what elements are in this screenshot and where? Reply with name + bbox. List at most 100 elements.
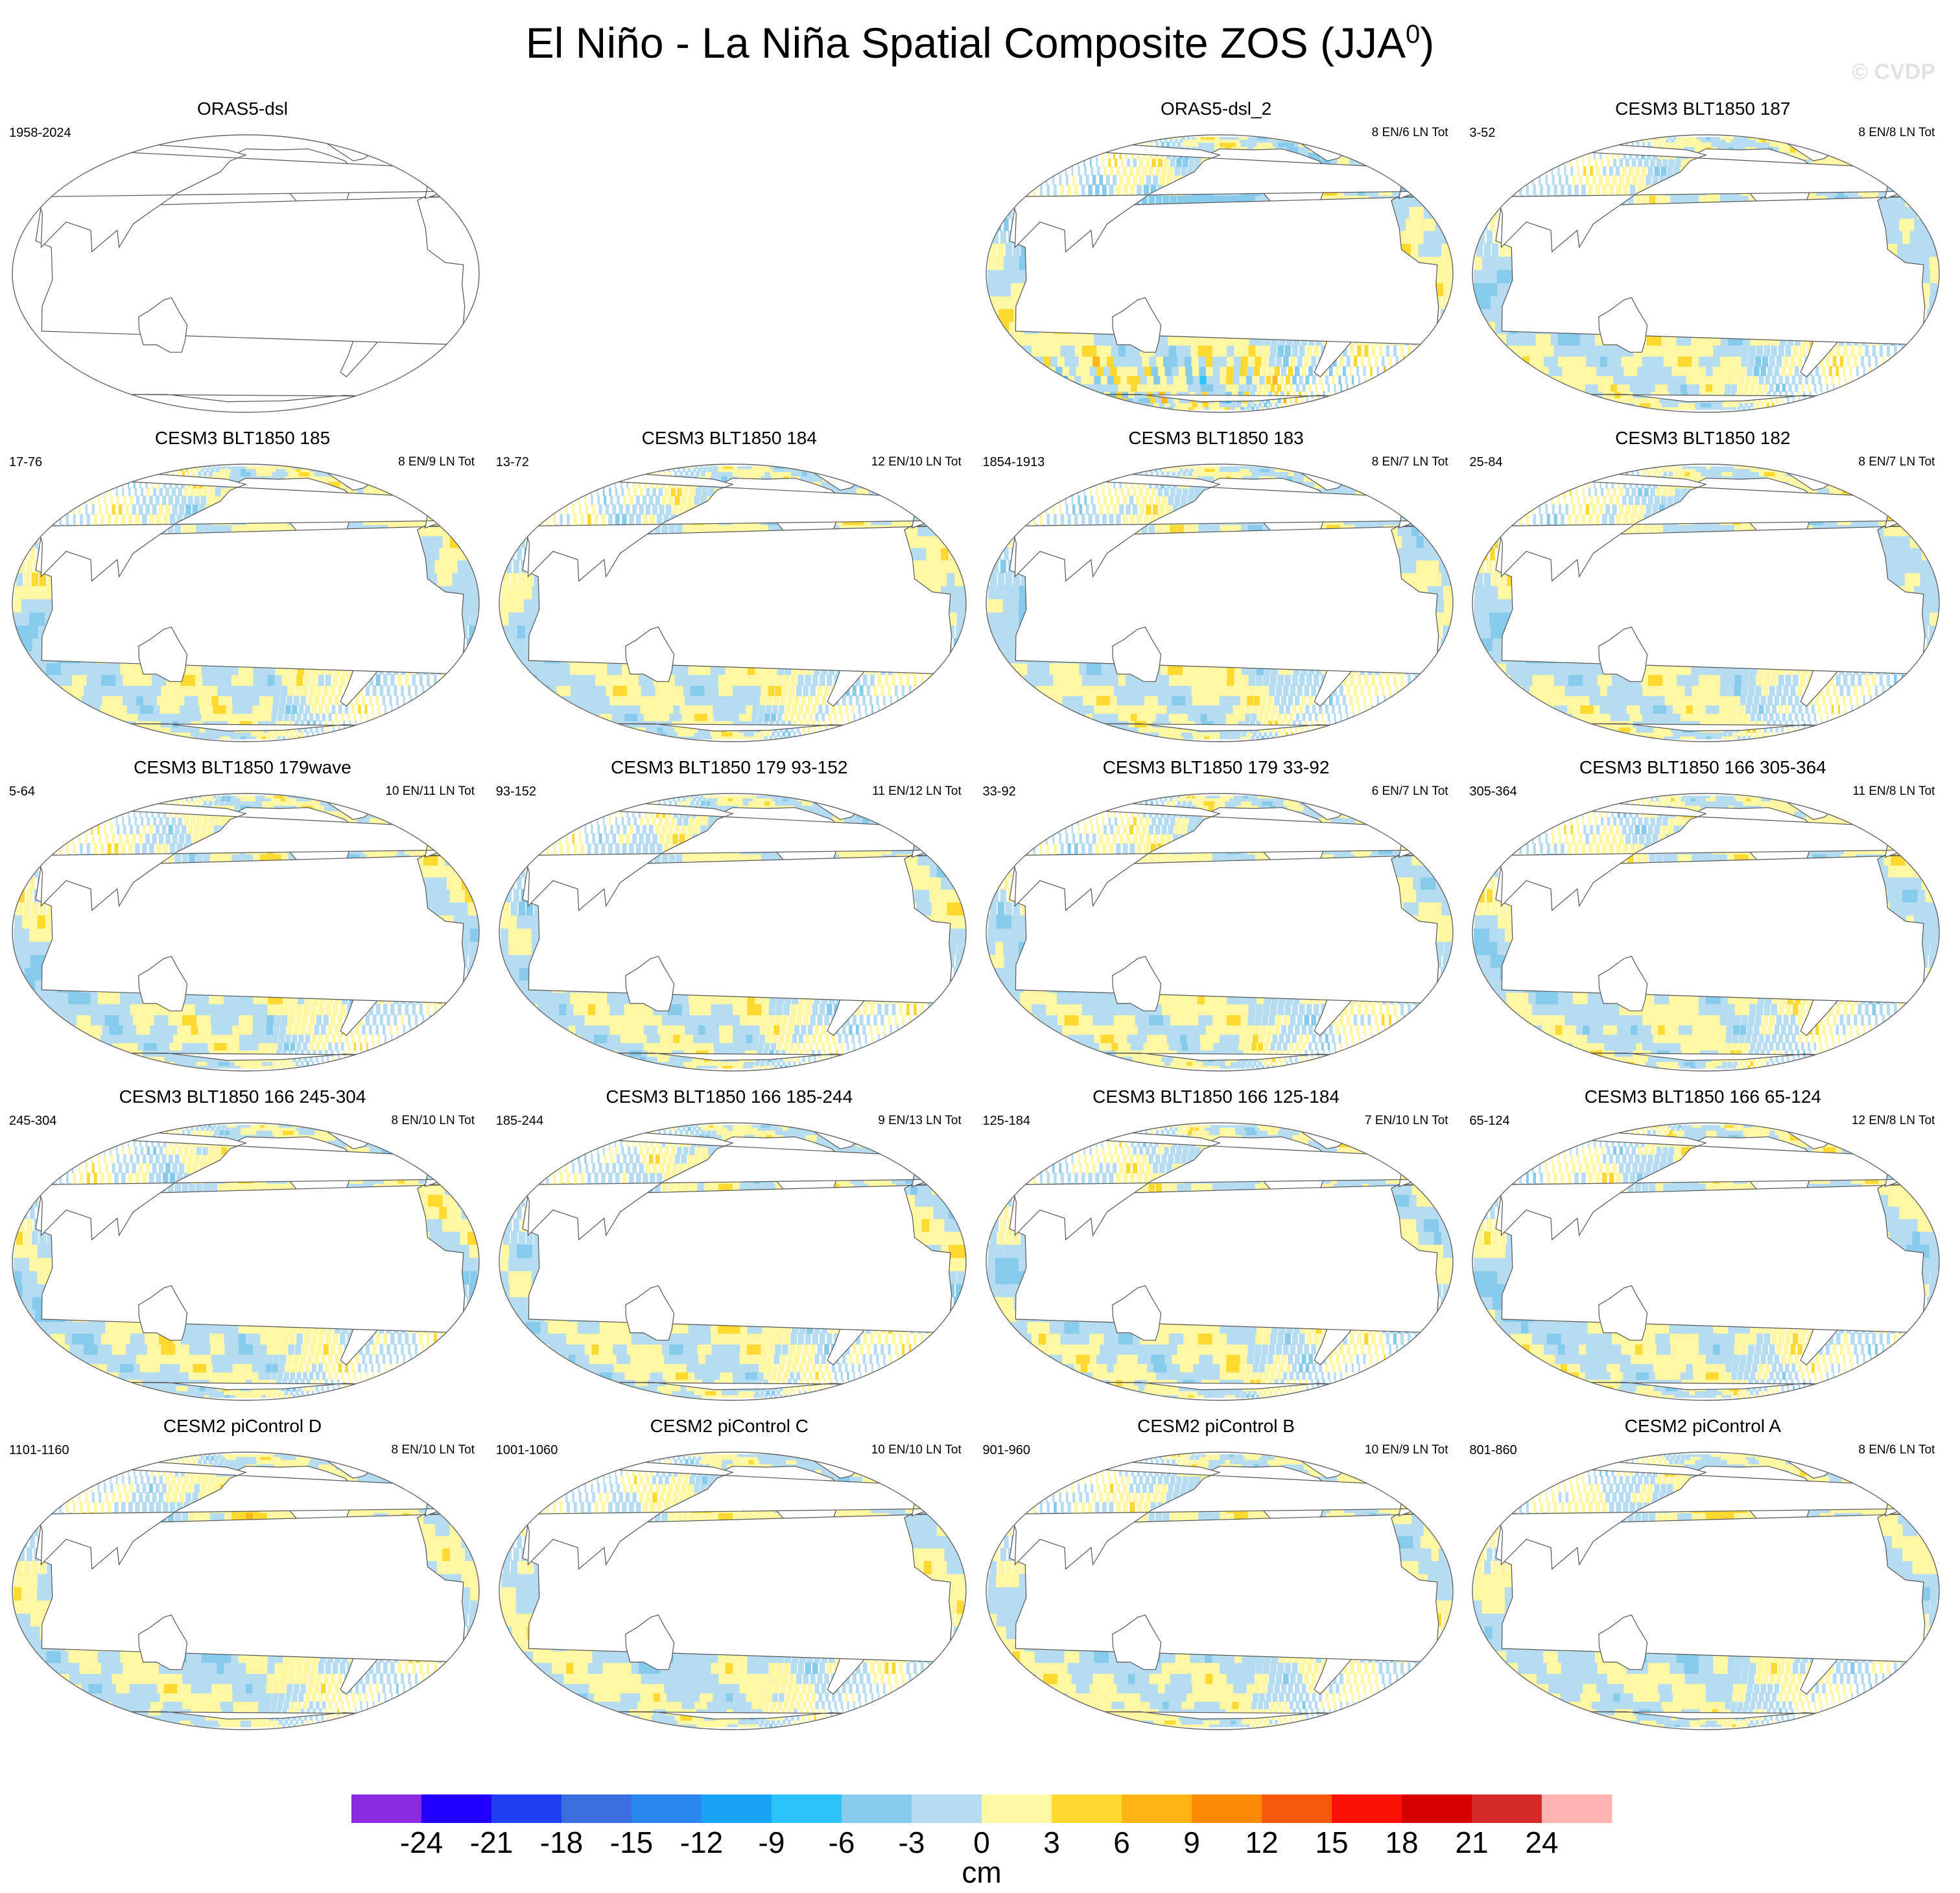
map-outline [985, 793, 1454, 1072]
panel-event-counts: 8 EN/10 LN Tot [391, 1443, 475, 1457]
panel-event-counts: 11 EN/12 LN Tot [872, 784, 962, 799]
panel-title: CESM3 BLT1850 179 33-92 [976, 757, 1456, 778]
panel-period: 5-64 [9, 784, 35, 799]
colorbar-swatch [842, 1794, 912, 1823]
map-outline [985, 1122, 1454, 1401]
robinson-map [985, 134, 1454, 413]
colorbar-tick-label: 12 [1245, 1826, 1278, 1859]
robinson-map [985, 1452, 1454, 1730]
colorbar-swatch [912, 1794, 982, 1823]
colorbar-swatch [1122, 1794, 1192, 1823]
panel-title: ORAS5-dsl [3, 99, 482, 119]
panel-event-counts: 8 EN/7 LN Tot [1372, 455, 1448, 469]
map-panel: CESM3 BLT1850 179wave 5-64 10 EN/11 LN Tot [3, 757, 482, 1075]
title-text: El Niño - La Niña Spatial Composite ZOS … [526, 19, 1406, 67]
robinson-map [1472, 1122, 1941, 1401]
continent-australia [1598, 626, 1648, 682]
panel-event-counts: 8 EN/9 LN Tot [398, 455, 475, 469]
map-outline [12, 1452, 480, 1730]
panel-period: 17-76 [9, 455, 42, 470]
map-outline [499, 1452, 967, 1730]
continent-australia [1111, 297, 1161, 353]
panel-title: CESM3 BLT1850 179 93-152 [490, 757, 969, 778]
panel-title: CESM2 piControl D [3, 1416, 482, 1437]
colorbar-unit-label: cm [962, 1855, 1001, 1887]
colorbar-tick-label: -9 [759, 1826, 785, 1859]
panel-event-counts: 8 EN/10 LN Tot [391, 1114, 475, 1128]
panel-event-counts: 8 EN/8 LN Tot [1858, 126, 1935, 140]
panel-period: 93-152 [496, 784, 536, 799]
map-outline [12, 464, 480, 742]
robinson-map [985, 793, 1454, 1072]
colorbar-tick-label: -21 [470, 1826, 513, 1859]
map-panel: CESM3 BLT1850 166 305-364 305-364 11 EN/8 … [1463, 757, 1942, 1075]
robinson-map [1472, 1452, 1941, 1730]
map-panel: CESM3 BLT1850 179 93-152 93-152 11 EN/12 L… [490, 757, 969, 1075]
colorbar-swatch [421, 1794, 492, 1823]
map-outline [1472, 464, 1941, 742]
continent-australia [1111, 956, 1161, 1011]
robinson-map [499, 464, 967, 742]
colorbar-swatch [1262, 1794, 1332, 1823]
robinson-map [1472, 134, 1941, 413]
panel-event-counts: 12 EN/10 LN Tot [871, 455, 962, 469]
map-panel: CESM3 BLT1850 187 3-52 8 EN/8 LN Tot [1463, 99, 1942, 416]
panel-event-counts: 7 EN/10 LN Tot [1365, 1114, 1448, 1128]
colorbar-swatch [702, 1794, 772, 1823]
map-panel: CESM2 piControl B 901-960 10 EN/9 LN Tot [976, 1416, 1456, 1734]
map-outline [499, 793, 967, 1072]
colorbar-swatch [1332, 1794, 1402, 1823]
map-panel: CESM3 BLT1850 182 25-84 8 EN/7 LN Tot [1463, 428, 1942, 746]
panel-period: 185-244 [496, 1114, 543, 1129]
continent-australia [1111, 626, 1161, 682]
continent-australia [624, 1285, 674, 1341]
map-outline [12, 134, 480, 413]
continent-australia [1598, 956, 1648, 1011]
map-outline [985, 464, 1454, 742]
map-outline [499, 464, 967, 742]
map-panel: CESM3 BLT1850 184 13-72 12 EN/10 LN Tot [490, 428, 969, 746]
robinson-map [12, 793, 480, 1072]
panel-event-counts: 6 EN/7 LN Tot [1372, 784, 1448, 799]
robinson-map [12, 1122, 480, 1401]
panel-period: 245-304 [9, 1114, 56, 1129]
map-outline [985, 134, 1454, 413]
panel-period: 305-364 [1469, 784, 1517, 799]
continent-australia [1598, 1285, 1648, 1341]
continent-australia [138, 297, 188, 353]
panel-title: CESM3 BLT1850 187 [1463, 99, 1942, 119]
map-panel: CESM2 piControl A 801-860 8 EN/6 LN Tot [1463, 1416, 1942, 1734]
colorbar-tick-label: -24 [400, 1826, 443, 1859]
panel-title: CESM3 BLT1850 166 125-184 [976, 1087, 1456, 1107]
panel-title: CESM2 piControl B [976, 1416, 1456, 1437]
colorbar-swatch [1542, 1794, 1612, 1823]
colorbar-tick-label: 21 [1455, 1826, 1488, 1859]
map-outline [985, 1452, 1454, 1730]
panel-title: CESM3 BLT1850 166 65-124 [1463, 1087, 1942, 1107]
panel-event-counts: 8 EN/7 LN Tot [1858, 455, 1935, 469]
cvdp-watermark: © CVDP [1852, 60, 1935, 85]
panel-period: 13-72 [496, 455, 529, 470]
robinson-map [12, 1452, 480, 1730]
chart-title: El Niño - La Niña Spatial Composite ZOS … [0, 18, 1960, 67]
panel-title: CESM3 BLT1850 183 [976, 428, 1456, 449]
panel-period: 901-960 [983, 1443, 1030, 1458]
map-panel: CESM3 BLT1850 183 1854-1913 8 EN/7 LN Tot [976, 428, 1456, 746]
continent-australia [138, 1614, 188, 1670]
robinson-map [1472, 793, 1941, 1072]
colorbar-tick-label: 15 [1315, 1826, 1348, 1859]
map-outline [499, 1122, 967, 1401]
panel-period: 3-52 [1469, 126, 1495, 141]
robinson-map [499, 1122, 967, 1401]
continent-australia [138, 626, 188, 682]
colorbar-swatch [491, 1794, 562, 1823]
title-suffix: ) [1420, 19, 1434, 67]
colorbar-swatch [1052, 1794, 1122, 1823]
panel-title: CESM3 BLT1850 185 [3, 428, 482, 449]
map-panel: CESM3 BLT1850 179 33-92 33-92 6 EN/7 LN To… [976, 757, 1456, 1075]
colorbar-swatch [351, 1794, 422, 1823]
colorbar-tick-label: -12 [680, 1826, 723, 1859]
map-outline [1472, 1452, 1941, 1730]
map-outline [12, 793, 480, 1072]
continent-australia [624, 626, 674, 682]
